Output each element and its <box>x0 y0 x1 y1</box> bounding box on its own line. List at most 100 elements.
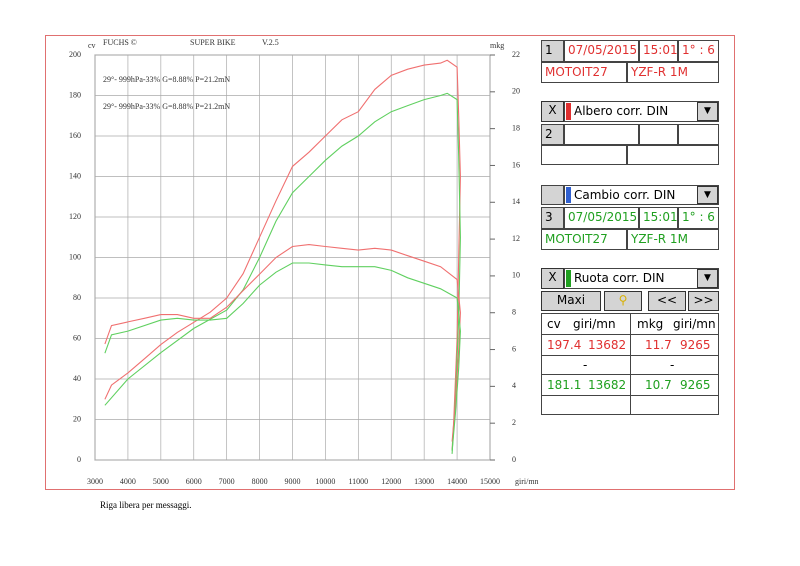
run-bike: MOTOIT27 <box>541 229 627 250</box>
cell <box>639 124 678 145</box>
x-tick-label: 11000 <box>348 477 368 486</box>
y2-tick-label: 12 <box>512 234 520 243</box>
dropdown-arrow[interactable]: ▼ <box>697 186 718 204</box>
header-text: V.2.5 <box>262 38 279 47</box>
table-cell: 13682 <box>588 338 627 352</box>
y2-tick-label: 18 <box>512 123 520 132</box>
empty-button <box>541 185 564 205</box>
maxi-button[interactable]: Maxi <box>541 291 601 311</box>
correction-select[interactable]: Ruota corr. DIN <box>564 268 719 289</box>
dropdown-arrow[interactable]: ▼ <box>697 269 718 288</box>
line-series <box>104 244 461 442</box>
x-tick-label: 9000 <box>285 477 301 486</box>
y-tick-label: 200 <box>69 50 81 59</box>
x-tick-label: 3000 <box>87 477 103 486</box>
run-date: 07/05/2015 <box>564 40 639 62</box>
run-model: YZF-R 1M <box>627 62 719 83</box>
table-cell: 181.1 <box>547 378 582 392</box>
y-tick-label: 100 <box>69 252 81 261</box>
y2-tick-label: 10 <box>512 271 520 280</box>
annotation: 29°- 999hPa-33% G=8.88% P=21.2mN <box>103 102 230 111</box>
row-line <box>541 334 719 335</box>
row-line <box>541 374 719 375</box>
correction-select[interactable]: Albero corr. DIN <box>564 101 719 122</box>
dropdown-arrow[interactable]: ▼ <box>697 102 718 121</box>
table-header: giri/mn <box>573 317 616 331</box>
table-cell: 13682 <box>588 378 627 392</box>
row-line <box>541 355 719 356</box>
run-gear: 1° : 6 <box>678 40 719 62</box>
y-tick-label: 180 <box>69 90 81 99</box>
table-cell: 9265 <box>680 378 711 392</box>
line-series <box>104 262 461 451</box>
y-tick-label: 60 <box>73 333 81 342</box>
run-index: 3 <box>541 207 564 229</box>
next-button[interactable]: >> <box>688 291 719 311</box>
frame <box>45 35 735 490</box>
y2-tick-label: 20 <box>512 87 520 96</box>
close-button[interactable]: X <box>541 268 564 289</box>
zoom-button[interactable]: ⚲ <box>604 291 642 311</box>
table-header: giri/mn <box>673 317 716 331</box>
y-tick-label: 80 <box>73 293 81 302</box>
y2-tick-label: 14 <box>512 197 520 206</box>
cell <box>564 124 639 145</box>
y-tick-label: 120 <box>69 212 81 221</box>
x-tick-label: 10000 <box>315 477 335 486</box>
x-tick-label: 15000 <box>480 477 500 486</box>
y-tick-label: 160 <box>69 131 81 140</box>
table-header: mkg <box>637 317 664 331</box>
chart: 3000 4000 5000 6000 7000 8000 9000 10000 11000 12… <box>69 38 539 486</box>
run-bike: MOTOIT27 <box>541 62 627 83</box>
line-series <box>104 92 461 454</box>
table-cell: 9265 <box>680 338 711 352</box>
y2-tick-label: 6 <box>512 344 516 353</box>
x-tick-label: 13000 <box>414 477 434 486</box>
y-tick-label: 0 <box>77 455 81 464</box>
correction-select[interactable]: Cambio corr. DIN <box>564 185 719 205</box>
x-tick-label: 6000 <box>186 477 202 486</box>
run-color <box>566 187 571 203</box>
row-line <box>541 395 719 396</box>
prev-button[interactable]: << <box>648 291 686 311</box>
run-index: 1 <box>541 40 564 62</box>
y-tick-label: 40 <box>73 374 81 383</box>
run-time: 15:01 <box>639 40 678 62</box>
header-text: SUPER BIKE <box>190 38 236 47</box>
close-button[interactable]: X <box>541 101 564 122</box>
run-time: 15:01 <box>639 207 678 229</box>
y2-tick-label: 22 <box>512 50 520 59</box>
table-cell: 197.4 <box>547 338 582 352</box>
y2-tick-label: 2 <box>512 418 516 427</box>
footer: Riga libera per messaggi. <box>100 500 192 510</box>
header-text: FUCHS © <box>103 38 137 47</box>
x-tick-label: 8000 <box>252 477 268 486</box>
table-cell: 11.7 <box>645 338 672 352</box>
table-cell: 10.7 <box>645 378 672 392</box>
y2-tick-label: 16 <box>512 160 520 169</box>
annotation: 29°- 999hPa-33% G=8.88% P=21.2mN <box>103 75 230 84</box>
run-gear: 1° : 6 <box>678 207 719 229</box>
run-color <box>566 103 571 120</box>
x-axis-label: giri/mn <box>515 477 539 486</box>
results-right <box>630 313 719 415</box>
run-index: 2 <box>541 124 564 145</box>
table-header: cv <box>547 317 561 331</box>
line-series <box>104 59 461 450</box>
x-tick-label: 5000 <box>153 477 169 486</box>
x-tick-label: 7000 <box>219 477 235 486</box>
table-cell: - <box>670 358 675 372</box>
y2-tick-label: 4 <box>512 381 516 390</box>
run-model: YZF-R 1M <box>627 229 719 250</box>
x-tick-label: 4000 <box>120 477 136 486</box>
x-tick-label: 14000 <box>447 477 467 486</box>
results-left <box>541 313 631 415</box>
y2-tick-label: 0 <box>512 455 516 464</box>
y-tick-label: 20 <box>73 414 81 423</box>
table-cell: - <box>583 358 588 372</box>
y-axis-label: cv <box>88 41 96 50</box>
cell <box>541 145 627 165</box>
run-date: 07/05/2015 <box>564 207 639 229</box>
cell <box>627 145 719 165</box>
